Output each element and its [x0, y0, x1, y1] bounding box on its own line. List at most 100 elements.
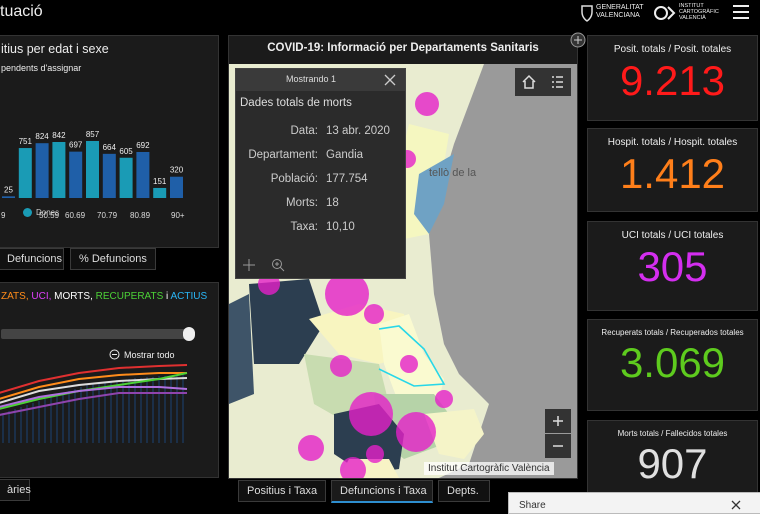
show-all-button[interactable]: Mostrar todo	[109, 349, 175, 361]
expand-button[interactable]	[570, 32, 586, 48]
tab-active[interactable]: Defuncions i Taxa	[331, 480, 433, 503]
share-title: Share	[519, 500, 546, 511]
field-value: 18	[326, 197, 339, 209]
bar	[18, 148, 32, 198]
panel-title: itius per edat i sexe	[1, 42, 109, 56]
share-close[interactable]	[731, 500, 741, 510]
bar-value-label: 25	[4, 185, 13, 194]
title-part: i	[166, 291, 171, 302]
field-value: 13 abr. 2020	[326, 125, 390, 137]
home-icon	[522, 74, 536, 89]
home-button[interactable]	[515, 68, 543, 96]
x-tick-label: 70.79	[97, 211, 118, 220]
tab[interactable]: Positius i Taxa	[238, 480, 326, 502]
logo-generalitat: GENERALITAT VALENCIANA	[596, 4, 644, 20]
plus-icon	[553, 416, 563, 426]
zoom-in[interactable]	[545, 409, 571, 433]
logo-line: VALENCIANA	[596, 12, 640, 19]
kpi-value: 9.213	[619, 57, 726, 104]
popup: Mostrando 1 Dades totals de morts Data: 1…	[235, 68, 406, 279]
title-part: ZATS,	[1, 291, 32, 302]
field-value: 177.754	[326, 173, 368, 185]
map-place-label: tellò de la	[429, 167, 477, 179]
popup-field: Morts: 18	[214, 191, 404, 215]
logo-line: GENERALITAT	[596, 4, 644, 11]
popup-field: Taxa: 10,10	[214, 215, 404, 239]
layers-button[interactable]	[543, 68, 571, 96]
title-part: RECUPERATS	[95, 291, 167, 302]
evolution-chart	[0, 364, 188, 443]
field-value: 10,10	[326, 221, 355, 233]
tab[interactable]: àries	[0, 479, 31, 501]
panel-title: ZATS, UCI, MORTS, RECUPERATS i ACTIUS	[1, 291, 207, 302]
map-title: COVID-19: Informació per Departaments Sa…	[267, 42, 539, 54]
time-slider[interactable]	[1, 329, 191, 339]
bar-value-label: 751	[19, 137, 33, 146]
bar-value-label: 857	[86, 130, 100, 139]
minus-icon	[553, 445, 563, 447]
tab[interactable]: Defuncions	[0, 248, 64, 270]
zoom-out[interactable]	[545, 434, 571, 458]
field-label: Taxa:	[290, 221, 319, 233]
logo-icon	[581, 5, 593, 22]
bar	[52, 141, 66, 198]
x-tick-label: 50.59	[39, 211, 60, 220]
legend-label: Dones	[36, 208, 60, 217]
panel-subtitle: pendents d'assignar	[1, 63, 82, 73]
field-label: Població:	[270, 173, 318, 185]
x-tick-label: 9	[1, 211, 6, 220]
popup-header: Mostrando 1	[236, 69, 405, 91]
evolution-panel: ZATS, UCI, MORTS, RECUPERATS i ACTIUS Mo…	[0, 282, 219, 478]
x-tick-label: 80.89	[130, 211, 151, 220]
kpi-label: Hospit. totals / Hospit. totales	[607, 137, 738, 148]
popup-tools[interactable]	[242, 257, 292, 273]
popup-fields: Data: 13 abr. 2020 Departament: Gandia Pobla…	[214, 119, 404, 239]
field-value: Gandia	[326, 149, 364, 161]
kpi-value: 305	[637, 243, 708, 290]
icv-icon	[654, 6, 676, 20]
kpi-label: Recuperats totals / Recuperados totales	[601, 328, 744, 337]
bar	[69, 151, 83, 198]
bar	[153, 187, 167, 198]
close-button[interactable]	[384, 74, 396, 86]
bar	[119, 157, 133, 198]
logo-line: VALENCIÀ	[679, 15, 706, 21]
kpi-card: UCI totals / UCI totales 305	[587, 221, 758, 311]
list-icon	[552, 76, 563, 88]
bar	[86, 141, 99, 198]
logo-line: CARTOGRÀFIC	[679, 9, 719, 15]
title-part: MORTS,	[54, 291, 96, 302]
bar	[136, 151, 150, 198]
bar-value-label: 664	[103, 143, 117, 152]
attribution: Institut Cartogràfic València	[424, 462, 554, 475]
field-label: Data:	[290, 125, 319, 137]
kpi-card: Hospit. totals / Hospit. totales 1.412	[587, 128, 758, 212]
bar-value-label: 320	[170, 166, 184, 175]
bar	[170, 176, 183, 198]
kpi-card: Recuperats totals / Recuperados totales 3…	[587, 319, 758, 411]
top-bar: tuació GENERALITAT VALENCIANA INSTITUT C…	[0, 0, 760, 26]
logo-line: INSTITUT	[679, 3, 704, 9]
popup-field: Departament: Gandia	[214, 143, 404, 167]
popup-field: Població: 177.754	[214, 167, 404, 191]
app-title: tuació	[0, 3, 43, 20]
bar	[102, 153, 116, 198]
title-part: UCI,	[31, 291, 55, 302]
menu-button[interactable]	[732, 4, 750, 20]
bar-value-label: 824	[35, 132, 49, 141]
tab[interactable]: % Defuncions	[70, 248, 156, 270]
title-part: ACTIUS	[170, 291, 208, 302]
slider-handle[interactable]	[183, 327, 195, 341]
kpi-value: 3.069	[619, 339, 726, 386]
share-dialog: Share	[508, 492, 760, 514]
bar	[2, 196, 15, 198]
bar-value-label: 605	[119, 147, 133, 156]
popup-field: Data: 13 abr. 2020	[214, 119, 404, 143]
legend-item: Dones	[23, 208, 59, 217]
x-tick-label: 60.69	[65, 211, 86, 220]
bar-value-label: 842	[52, 131, 66, 140]
kpi-label: Posit. totals / Posit. totales	[613, 44, 732, 55]
tab[interactable]: Depts.	[438, 480, 490, 502]
logo-icv: INSTITUT CARTOGRÀFIC VALENCIÀ	[679, 3, 719, 21]
